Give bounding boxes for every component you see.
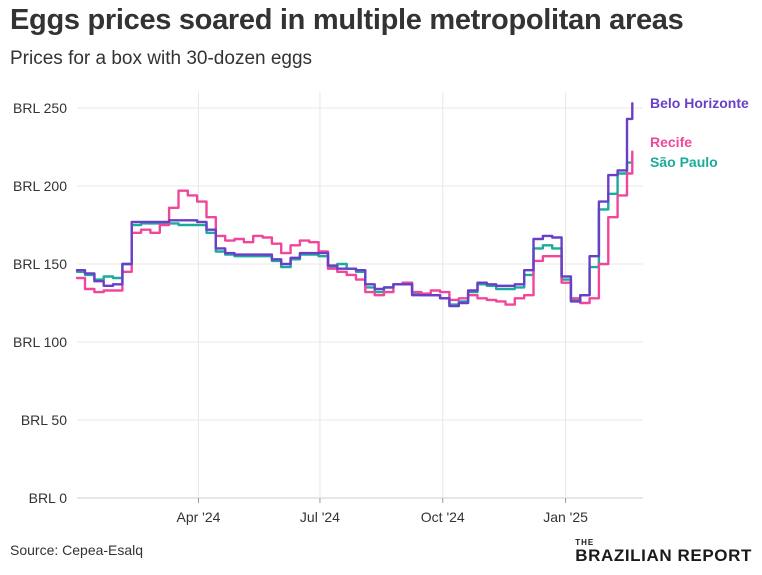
chart-title: Eggs prices soared in multiple metropoli…	[10, 4, 684, 36]
x-tick-label: Jan '25	[543, 509, 588, 525]
y-tick-label: BRL 150	[13, 256, 67, 272]
y-gridlines	[77, 107, 643, 499]
y-tick-label: BRL 50	[21, 412, 67, 428]
chart-subtitle: Prices for a box with 30-dozen eggs	[10, 48, 313, 69]
series-lines	[75, 102, 634, 308]
series-line-belo-horizonte	[75, 102, 634, 308]
series-labels: São Paulo Recife Belo Horizonte	[650, 95, 749, 170]
y-axis-labels: BRL 0 BRL 50 BRL 100 BRL 150 BRL 200 BRL 250	[13, 100, 67, 506]
brand-logo: THE BRAZILIAN REPORT	[575, 538, 752, 566]
y-tick-label: BRL 0	[29, 490, 68, 506]
series-label: São Paulo	[650, 154, 718, 170]
source-note: Source: Cepea-Esalq	[10, 542, 144, 558]
x-tick-label: Oct '24	[421, 509, 465, 525]
y-tick-label: BRL 200	[13, 178, 67, 194]
y-tick-label: BRL 100	[13, 334, 67, 350]
x-axis-labels: Apr '24 Jul '24 Oct '24 Jan '25	[177, 509, 589, 525]
y-tick-label: BRL 250	[13, 100, 67, 116]
series-label: Recife	[650, 134, 692, 150]
brand-name: BRAZILIAN REPORT	[575, 546, 752, 565]
series-line-recife	[75, 150, 634, 306]
x-tick-label: Apr '24	[177, 509, 221, 525]
series-label: Belo Horizonte	[650, 95, 749, 111]
x-gridlines	[197, 92, 567, 503]
x-tick-label: Jul '24	[300, 509, 340, 525]
brand-the: THE	[575, 538, 595, 547]
